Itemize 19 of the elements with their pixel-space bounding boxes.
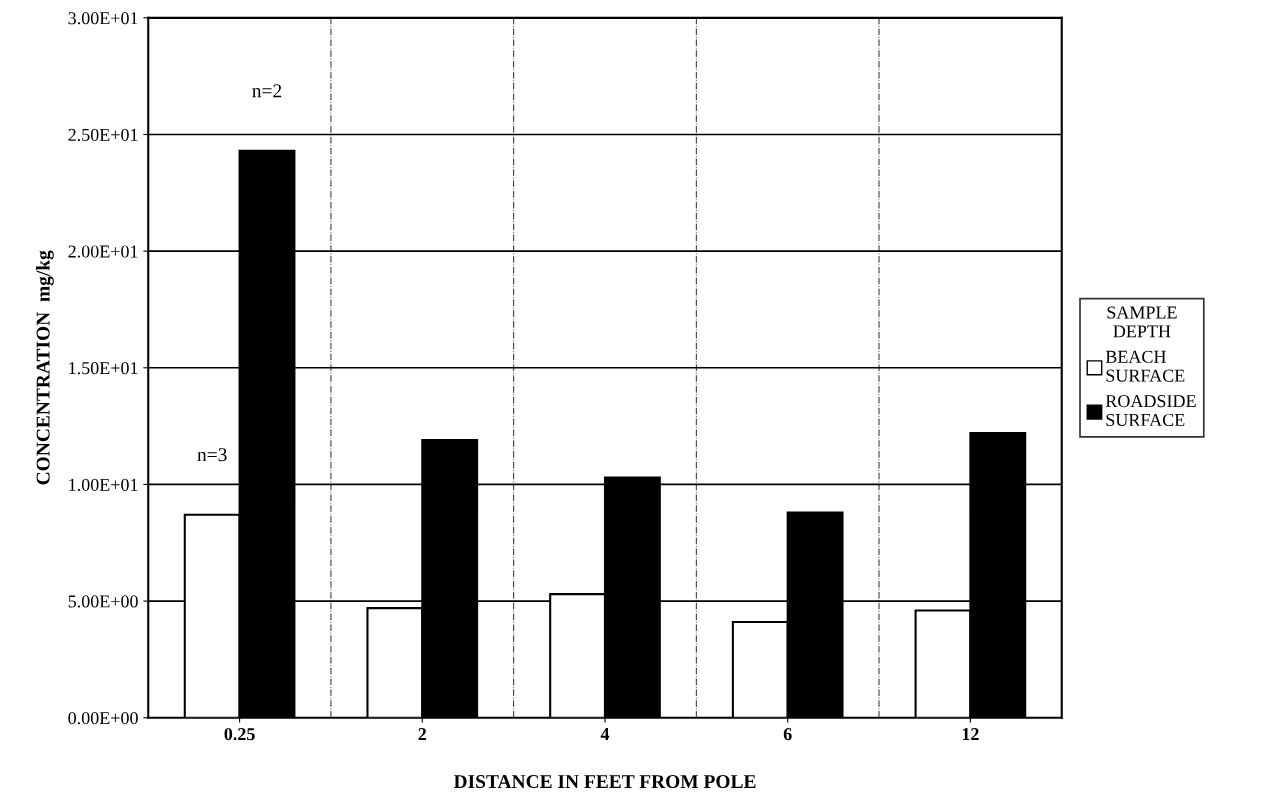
legend-label: ROADSIDE SURFACE [1105, 395, 1196, 427]
y-tick-label: 5.00E+00 [68, 595, 138, 608]
y-tick-label: 1.50E+01 [69, 362, 138, 375]
annotation: n=2 [252, 84, 282, 98]
y-tick-label: 0.00E+00 [68, 711, 138, 725]
y-axis-title: CONCENTRATION mg/kg [35, 250, 54, 485]
x-tick-label: 6 [783, 728, 792, 741]
x-tick-label: 0.25 [224, 727, 255, 741]
x-tick-label: 2 [418, 728, 427, 740]
y-tick-label: 3.00E+01 [68, 12, 138, 25]
y-tick-label: 2.00E+01 [68, 245, 138, 258]
legend-label: BEACH SURFACE [1105, 350, 1185, 382]
y-tick-label: 1.00E+01 [69, 478, 138, 491]
x-tick-label: 4 [600, 728, 610, 740]
y-tick-label: 2.50E+01 [68, 128, 138, 142]
x-axis-title: DISTANCE IN FEET FROM POLE [453, 775, 756, 789]
legend-title: SAMPLE DEPTH [1107, 306, 1177, 338]
annotation: n=3 [197, 448, 227, 462]
x-tick-label: 12 [962, 728, 979, 740]
